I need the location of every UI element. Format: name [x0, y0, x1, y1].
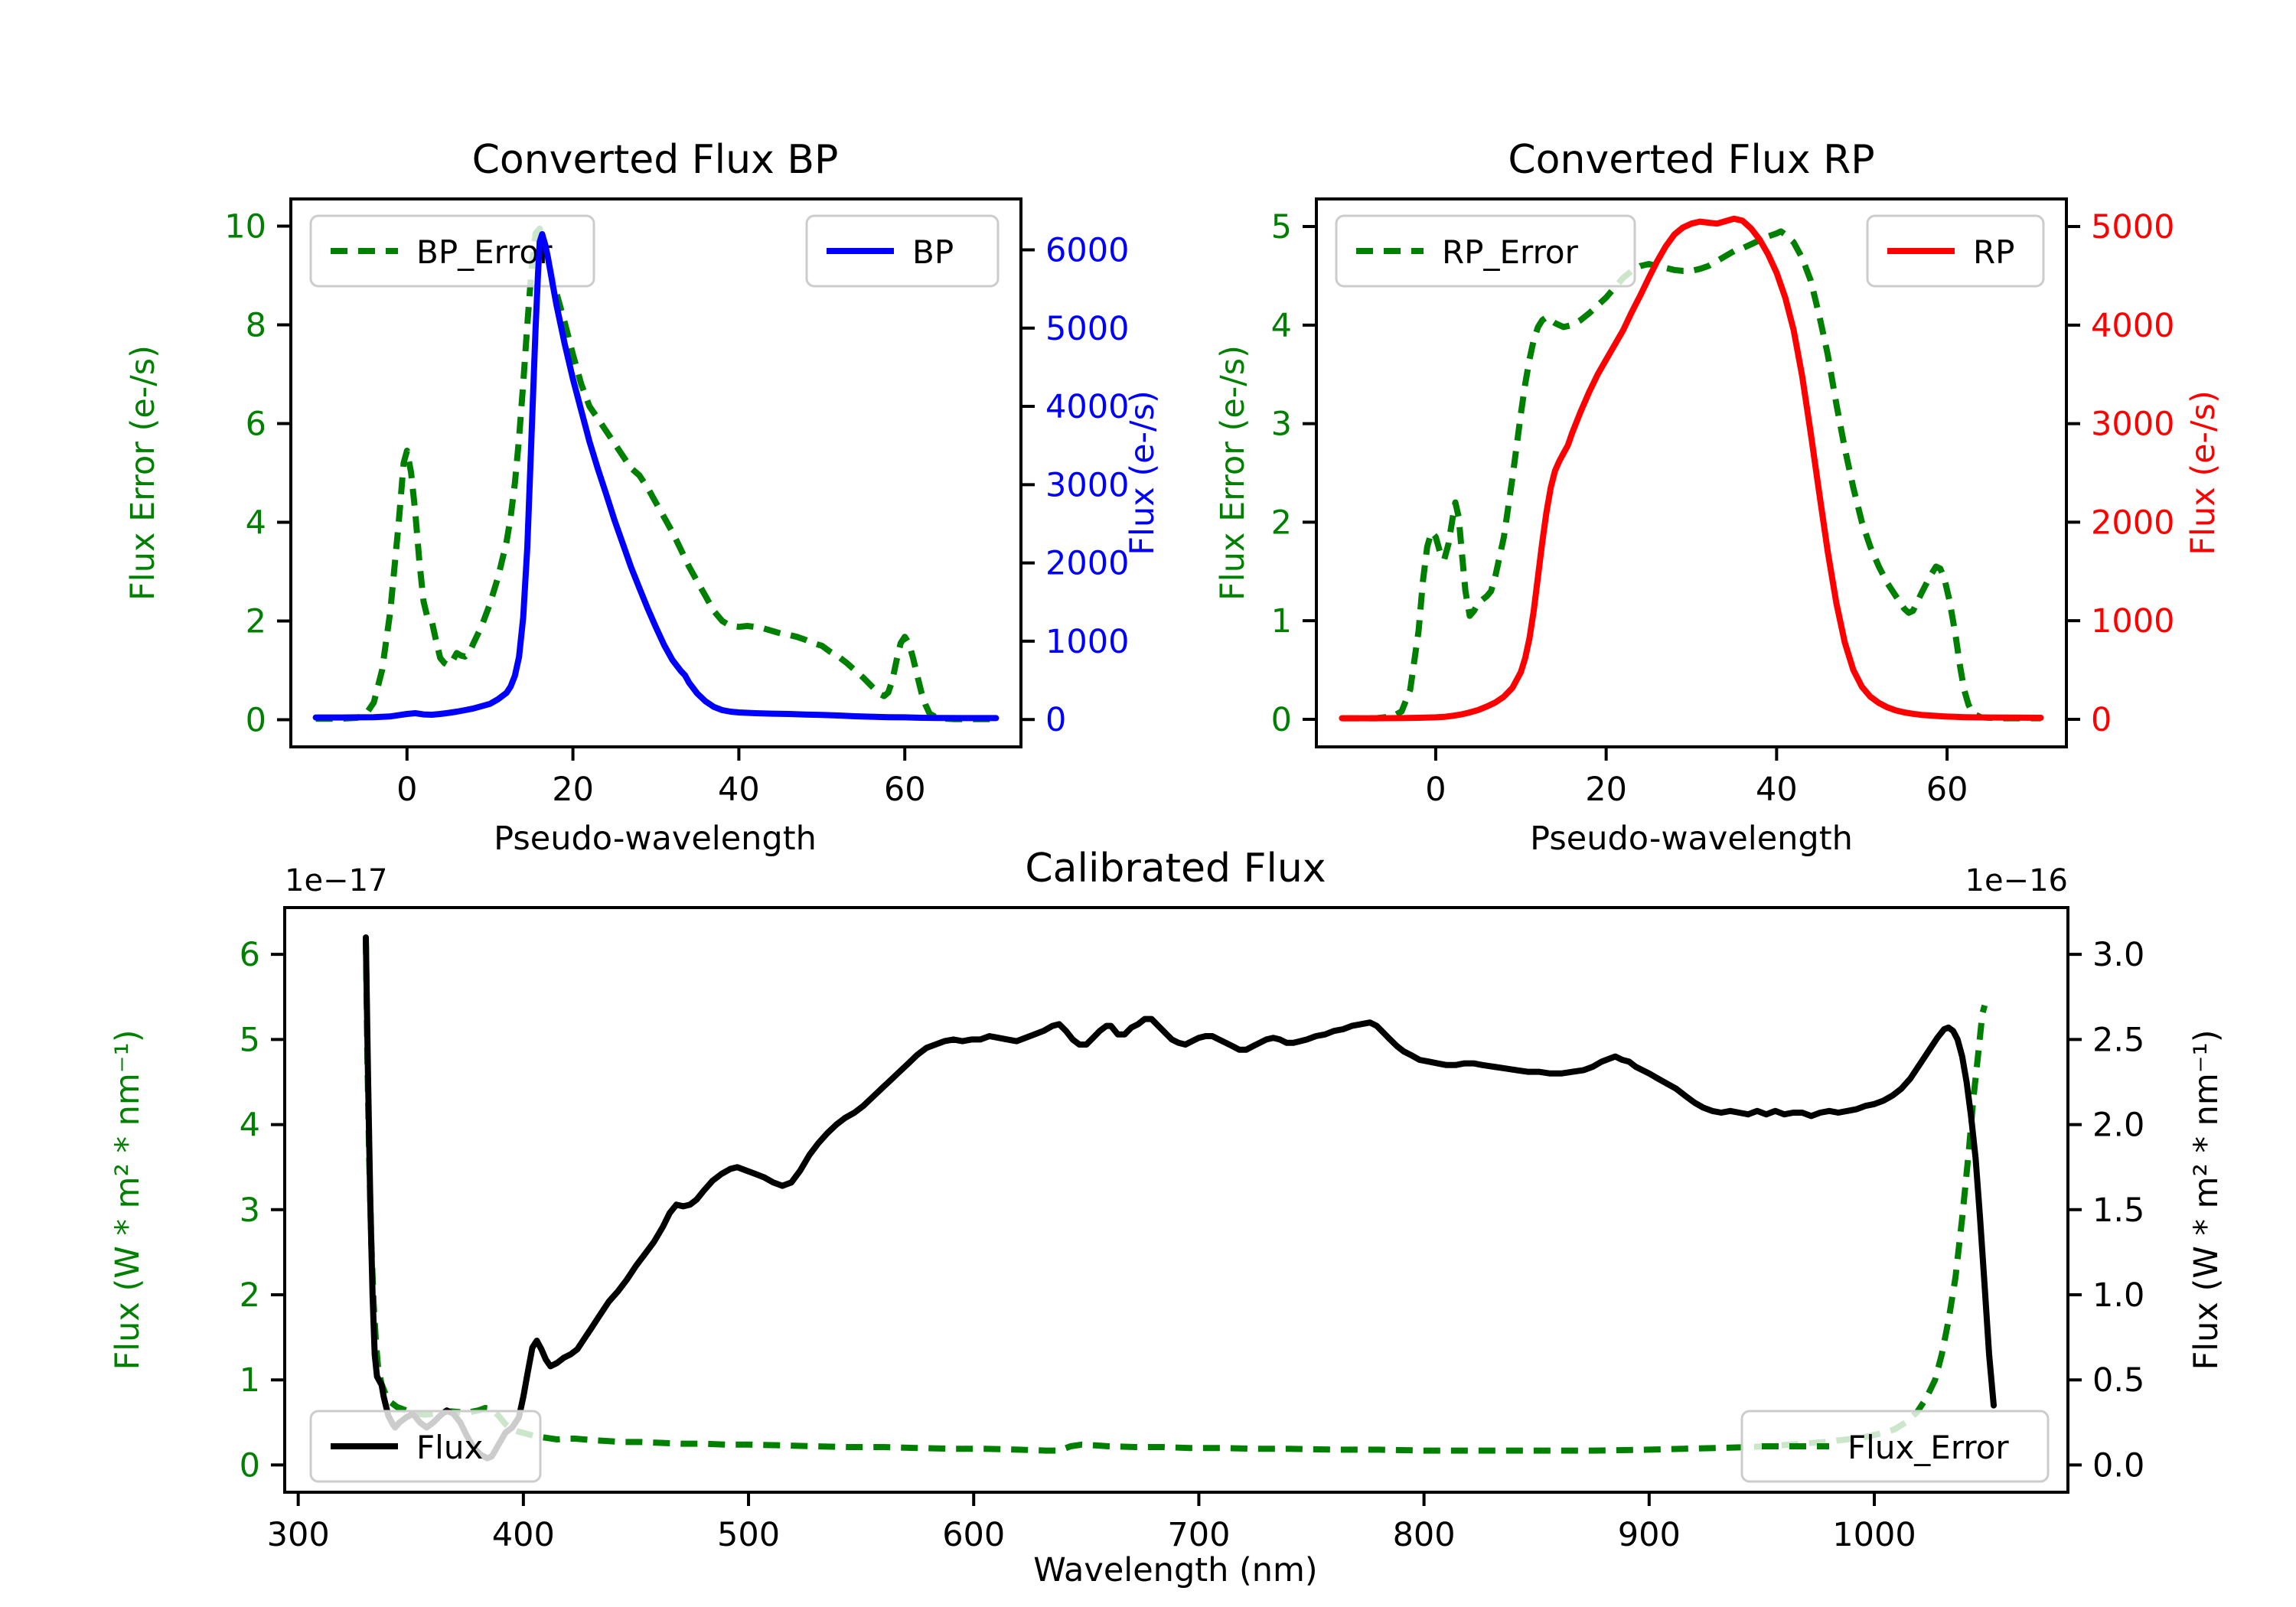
tick-label: 0	[1045, 701, 1066, 739]
tick-label: 3000	[2091, 406, 2174, 444]
legend-rp_error: RP_Error	[1335, 214, 1636, 288]
tick-label: 900	[1618, 1516, 1681, 1554]
series-BP	[312, 231, 1000, 722]
legend-flux_error: Flux_Error	[1740, 1410, 2050, 1483]
x-axis-label-bp: Pseudo-wavelength	[494, 820, 817, 859]
series-BP_Error	[315, 225, 996, 722]
tick-label: 0	[396, 771, 417, 809]
axes-spines	[1315, 197, 2068, 748]
legend-label: Flux	[416, 1429, 483, 1466]
tick-label: 6	[240, 936, 260, 974]
axes-spines	[283, 906, 2069, 1494]
chart-rp: RP_Error RP 0 1 2 3 4 5 0 1000 2000 3000 4000 5000 0 20…	[1271, 197, 2174, 809]
legend-label: Flux_Error	[1848, 1429, 2009, 1466]
tick-label: 0	[1271, 701, 1292, 739]
tick-label: 5	[240, 1021, 260, 1059]
tick-label: 500	[717, 1516, 780, 1554]
tick-label: 3.0	[2092, 936, 2144, 974]
tick-label: 1.5	[2092, 1191, 2144, 1230]
tick-label: 800	[1393, 1516, 1456, 1554]
tick-label: 60	[1926, 771, 1968, 809]
tick-label: 2.5	[2092, 1021, 2144, 1059]
tick-label: 2	[240, 1276, 260, 1315]
tick-label: 40	[718, 771, 760, 809]
tick-label: 600	[942, 1516, 1005, 1554]
legend-label: BP	[912, 233, 954, 271]
tick-label: 4	[240, 1107, 260, 1145]
tick-label: 4000	[1045, 388, 1129, 426]
chart-calibrated: Flux_Error Flux 0 1 2 3 4 5 6 0.0 0.5 1.0 1.5 2.0 2.5 3…	[240, 906, 2144, 1554]
legend-bp: BP	[805, 214, 1000, 288]
y-axis-label-cal-right: Flux (W * m² * nm⁻¹)	[2188, 1029, 2226, 1371]
tick-label: 60	[884, 771, 926, 809]
legend-label: BP_Error	[416, 233, 553, 271]
legend-bp_error: BP_Error	[309, 214, 595, 288]
tick-label: 4000	[2091, 307, 2174, 345]
x-axis-label-rp: Pseudo-wavelength	[1530, 820, 1853, 859]
offset-label-1e-16: 1e−16	[1965, 862, 2069, 898]
x-axis-label-calibrated: Wavelength (nm)	[1033, 1552, 1318, 1590]
tick-label: 8	[246, 306, 266, 344]
tick-label: 6000	[1045, 231, 1129, 269]
tick-label: 4	[246, 504, 266, 543]
axes-spines	[289, 197, 1022, 748]
series-Flux_Error	[363, 937, 1988, 1454]
y-axis-label-bp-error: Flux Error (e-/s)	[125, 345, 163, 601]
legend-label: RP_Error	[1442, 233, 1579, 271]
tick-label: 3	[1271, 406, 1292, 444]
tick-label: 0.5	[2092, 1361, 2144, 1400]
tick-label: 2000	[2091, 504, 2174, 542]
tick-label: 20	[1585, 771, 1627, 809]
tick-label: 1000	[1832, 1516, 1916, 1554]
chart-title-rp: Converted Flux RP	[1508, 138, 1875, 184]
series-RP	[1339, 215, 2044, 722]
tick-label: 2.0	[2092, 1107, 2144, 1145]
legend-flux: Flux	[309, 1410, 542, 1483]
tick-label: 10	[224, 207, 266, 246]
y-axis-label-cal-left: Flux (W * m² * nm⁻¹)	[109, 1029, 148, 1371]
tick-label: 300	[267, 1516, 330, 1554]
tick-label: 400	[492, 1516, 555, 1554]
legend-rp: RP	[1866, 214, 2045, 288]
tick-label: 2	[1271, 504, 1292, 542]
tick-label: 20	[552, 771, 594, 809]
y-axis-label-rp-flux: Flux (e-/s)	[2185, 390, 2223, 556]
tick-label: 40	[1756, 771, 1798, 809]
legend-label: RP	[1973, 233, 2015, 271]
tick-label: 1	[240, 1361, 260, 1400]
tick-label: 0	[246, 702, 266, 740]
tick-label: 2	[246, 603, 266, 641]
y-axis-label-rp-error: Flux Error (e-/s)	[1215, 345, 1253, 601]
chart-title-calibrated: Calibrated Flux	[1025, 846, 1326, 892]
y-axis-label-bp-flux: Flux (e-/s)	[1124, 390, 1163, 556]
tick-label: 1.0	[2092, 1276, 2144, 1315]
tick-label: 0.0	[2092, 1446, 2144, 1485]
chart-title-bp: Converted Flux BP	[471, 138, 839, 184]
tick-label: 0	[1425, 771, 1446, 809]
tick-label: 4	[1271, 307, 1292, 345]
offset-label-1e-17: 1e−17	[285, 862, 388, 898]
tick-label: 5000	[2091, 208, 2174, 246]
tick-label: 1	[1271, 602, 1292, 641]
tick-label: 1000	[2091, 602, 2174, 641]
tick-label: 0	[2091, 701, 2112, 739]
tick-label: 5	[1271, 208, 1292, 246]
tick-label: 5000	[1045, 310, 1129, 348]
chart-bp: BP_Error BP 0 2 4 6 8 10 0 1000 2000 3000 4000 5000 60…	[224, 197, 1129, 809]
tick-label: 700	[1167, 1516, 1230, 1554]
tick-label: 6	[246, 405, 266, 443]
tick-label: 3	[240, 1191, 260, 1230]
tick-label: 1000	[1045, 623, 1129, 661]
tick-label: 0	[240, 1446, 260, 1485]
tick-label: 3000	[1045, 466, 1129, 504]
series-RP_Error	[1342, 228, 2041, 722]
series-Flux	[363, 934, 1997, 1462]
tick-label: 2000	[1045, 545, 1129, 583]
